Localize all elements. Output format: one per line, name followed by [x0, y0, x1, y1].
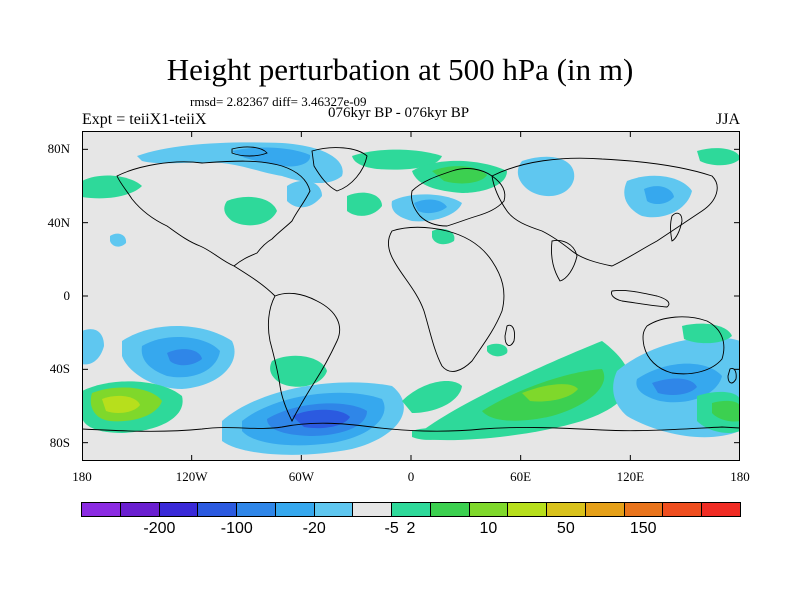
- contour-pacific-east-green: [697, 148, 740, 166]
- coastline-arctic-islands: [231, 146, 268, 157]
- colorbar-segment: [237, 503, 276, 516]
- coastline-europe: [411, 168, 506, 227]
- contour-tasman-green-core: [712, 400, 740, 422]
- coastline-india: [551, 240, 578, 282]
- colorbar-segment: [120, 503, 160, 516]
- colorbar-segment: [275, 503, 315, 516]
- colorbar-label: -5: [384, 520, 399, 537]
- coastline-greenland: [311, 147, 368, 192]
- lat-tick-label: 0: [63, 288, 71, 303]
- experiment-label: Expt = teiiX1-teiiX: [82, 111, 207, 128]
- map-svg: [82, 131, 740, 461]
- coastline-antarctica: [82, 422, 740, 432]
- page-title: Height perturbation at 500 hPa (in m): [166, 52, 634, 87]
- lon-tick-label: 120W: [175, 469, 208, 484]
- colorbar-segment: [159, 503, 199, 516]
- contour-east-pacific-green: [682, 323, 732, 344]
- colorbar-label: -20: [302, 520, 326, 537]
- contour-east-asia-core: [644, 186, 674, 205]
- rmsd-stats: rmsd= 2.82367 diff= 3.46327e-09: [190, 94, 367, 109]
- lon-tick-label: 120E: [616, 469, 645, 484]
- lat-tick-label: 40N: [47, 214, 70, 230]
- colorbar-segment: [430, 503, 470, 516]
- contour-atlantic-green: [347, 192, 382, 216]
- map-panel: [82, 131, 740, 461]
- colorbar-segment: [314, 503, 354, 516]
- lon-tick-label: 180: [72, 469, 92, 484]
- contour-south-pacific-blue-core: [167, 349, 202, 366]
- contour-south-america-green: [270, 355, 327, 387]
- colorbar-label: 150: [629, 520, 657, 537]
- colorbar-label: 2: [406, 520, 416, 537]
- period-label: 076kyr BP - 076kyr BP: [328, 105, 470, 121]
- season-label: JJA: [715, 111, 740, 128]
- colorbar-segment: [585, 503, 625, 516]
- colorbar-label: -100: [220, 520, 253, 537]
- lon-tick-label: 60E: [510, 469, 532, 484]
- contour-indian-green-core: [522, 384, 578, 402]
- colorbar-segment: [82, 503, 121, 516]
- coastline-central-america: [233, 265, 276, 297]
- contour-siberia-blue: [517, 156, 575, 197]
- lat-tick-label: 80S: [49, 434, 70, 450]
- contour-atlantic-south-green: [402, 381, 462, 413]
- coastline-layer: [82, 146, 740, 432]
- colorbar: [81, 502, 741, 517]
- colorbar-segment: [469, 503, 509, 516]
- coastline-new-zealand: [727, 368, 737, 384]
- colorbar-segment: [508, 503, 548, 516]
- coastline-africa: [388, 226, 505, 372]
- coastline-madagascar: [504, 324, 515, 347]
- contour-n-america-east-green: [432, 229, 455, 245]
- colorbar-segment: [663, 503, 703, 516]
- contour-east-pacific-blue: [82, 329, 104, 365]
- colorbar-segment: [353, 503, 393, 516]
- lon-tick-label: 60W: [288, 469, 314, 484]
- colorbar-label: -200: [143, 520, 176, 537]
- lon-tick-label: 180: [730, 469, 750, 484]
- coastline-japan: [670, 212, 683, 242]
- coastline-asia: [491, 157, 718, 267]
- contour-pacific-blue-small: [110, 233, 127, 247]
- contour-north-america-arctic-core: [232, 147, 311, 167]
- map-ticks: [82, 131, 740, 461]
- colorbar-segment: [624, 503, 664, 516]
- lon-tick-label: 0: [407, 469, 415, 484]
- contour-pacific-north-green: [82, 175, 142, 199]
- coastline-north-america: [116, 160, 311, 267]
- contour-south-pacific-green-core: [102, 395, 140, 413]
- colorbar-segment: [392, 503, 431, 516]
- coastline-australia: [642, 316, 725, 375]
- colorbar-label: 50: [556, 520, 575, 537]
- contour-n-america-green: [224, 196, 277, 226]
- contour-australia-south-core: [652, 378, 697, 395]
- lat-tick-label: 80N: [47, 141, 70, 157]
- contour-fill-layer: [82, 142, 740, 455]
- lat-tick-label: 40S: [49, 361, 70, 377]
- contour-n-america-blue: [287, 180, 322, 208]
- contour-small-green: [487, 343, 508, 357]
- contour-north-central-green: [352, 149, 442, 170]
- colorbar-label: 10: [479, 520, 498, 537]
- colorbar-segment: [547, 503, 586, 516]
- coastline-south-america: [267, 292, 341, 423]
- coastline-indonesia: [611, 290, 670, 308]
- contour-scandinavia-core: [432, 166, 487, 184]
- colorbar-segment: [702, 503, 741, 516]
- contour-europe-blue-core: [414, 199, 447, 214]
- colorbar-segment: [198, 503, 238, 516]
